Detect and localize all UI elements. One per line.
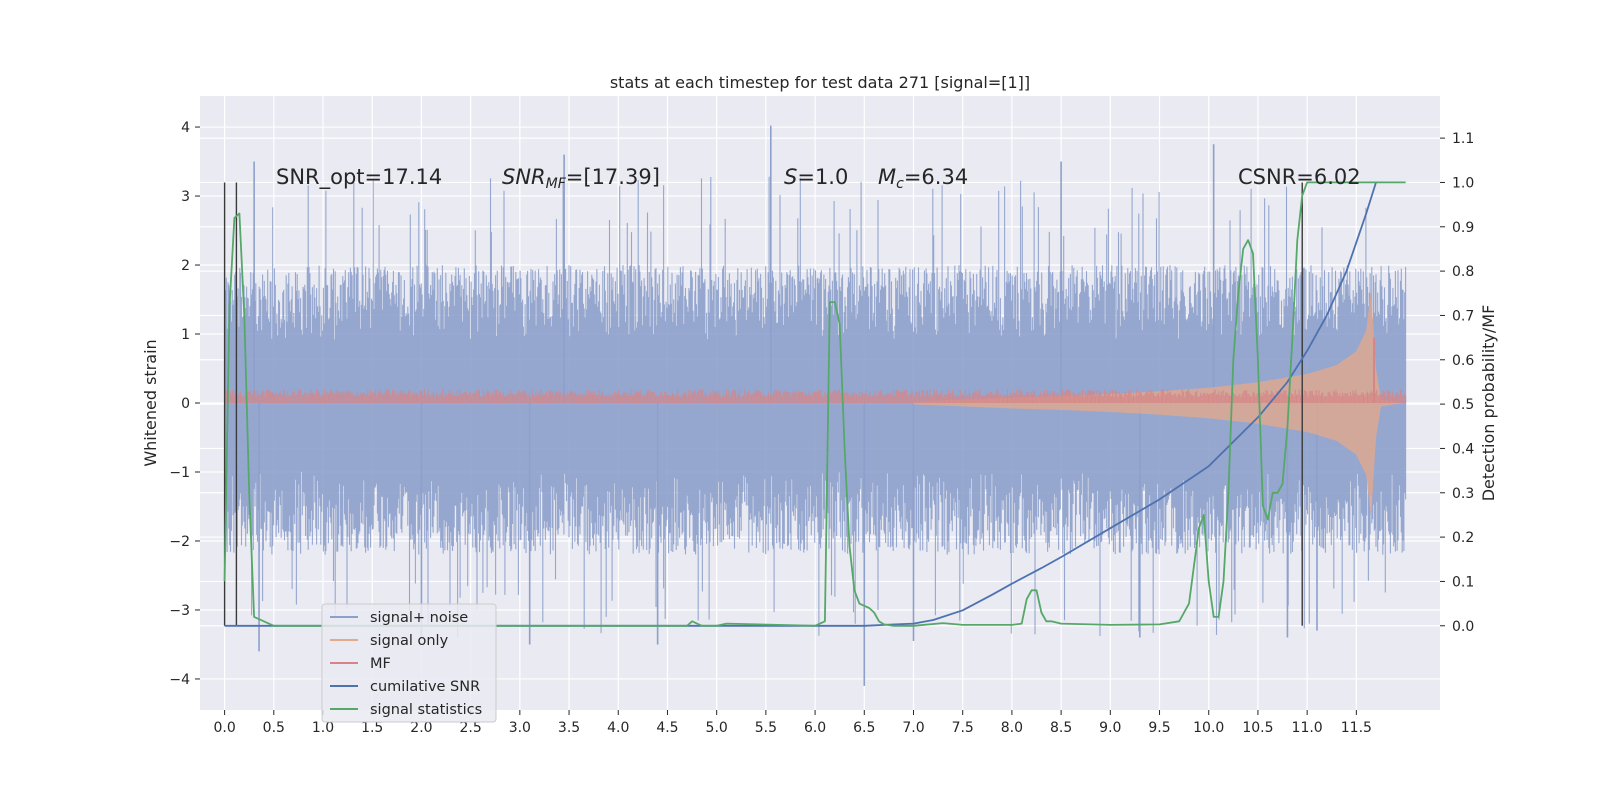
y-tick-label-left: 3 xyxy=(181,189,190,205)
y-tick-label-right: 0.0 xyxy=(1452,619,1474,635)
y-tick-label-right: 0.7 xyxy=(1452,308,1474,324)
y-axis-right: 0.0 0.1 0.2 0.3 0.4 0.5 0.6 0.7 0.8 0.9 1.0 1.1 xyxy=(1440,131,1474,635)
x-tick-label: 7.5 xyxy=(952,720,974,736)
y-tick-label-left: −3 xyxy=(169,603,190,619)
legend-label-mf: MF xyxy=(370,656,391,672)
x-tick-label: 3.5 xyxy=(558,720,580,736)
x-tick-label: 4.0 xyxy=(607,720,629,736)
x-tick-label: 8.5 xyxy=(1050,720,1072,736)
x-tick-label: 6.5 xyxy=(853,720,875,736)
y-tick-label-left: −2 xyxy=(169,534,190,550)
y-axis-left-title: Whitened strain xyxy=(141,339,160,466)
series-signal-statistics xyxy=(223,181,1406,627)
annotation-snr-mf: SNRMF=[17.39] xyxy=(502,165,660,192)
y-tick-label-left: 2 xyxy=(181,258,190,274)
x-tick-label: 1.5 xyxy=(361,720,383,736)
legend: signal+ noise signal only MF cumilative … xyxy=(321,603,497,723)
y-tick-label-right: 0.8 xyxy=(1452,264,1474,280)
y-axis-left: −4 −3 −2 −1 0 1 2 3 4 xyxy=(169,120,200,688)
annotation-csnr: CSNR=6.02 xyxy=(1238,165,1361,189)
y-tick-label-right: 0.6 xyxy=(1452,353,1474,369)
x-tick-label: 2.0 xyxy=(410,720,432,736)
y-tick-label-right: 0.1 xyxy=(1452,574,1474,590)
x-tick-label: 5.5 xyxy=(755,720,777,736)
x-tick-label: 10.5 xyxy=(1242,720,1273,736)
x-tick-label: 1.0 xyxy=(312,720,334,736)
x-tick-label: 9.5 xyxy=(1148,720,1170,736)
x-tick-label: 7.0 xyxy=(902,720,924,736)
x-tick-label: 11.0 xyxy=(1292,720,1323,736)
x-tick-label: 3.0 xyxy=(509,720,531,736)
legend-label-signal-only: signal only xyxy=(370,633,449,649)
x-tick-label: 5.0 xyxy=(706,720,728,736)
y-axis-right-title: Detection probability/MF xyxy=(1479,305,1498,502)
y-tick-label-right: 1.0 xyxy=(1452,175,1474,191)
x-axis: 0.0 0.5 1.0 1.5 2.0 2.5 3.0 3.5 4.0 4.5 5.0 5.5 6.0 6… xyxy=(213,710,1372,736)
plot-layer xyxy=(223,125,1407,686)
x-tick-label: 2.5 xyxy=(460,720,482,736)
x-tick-label: 10.0 xyxy=(1193,720,1224,736)
legend-box xyxy=(321,603,497,723)
legend-label-signal-statistics: signal statistics xyxy=(370,702,482,718)
x-tick-label: 6.0 xyxy=(804,720,826,736)
x-tick-label: 8.0 xyxy=(1001,720,1023,736)
x-tick-label: 0.0 xyxy=(213,720,235,736)
x-tick-label: 0.5 xyxy=(263,720,285,736)
legend-label-signal-noise: signal+ noise xyxy=(370,610,468,626)
x-tick-label: 4.5 xyxy=(656,720,678,736)
chart-title: stats at each timestep for test data 271… xyxy=(610,73,1030,92)
y-tick-label-left: 0 xyxy=(181,396,190,412)
x-tick-label: 11.5 xyxy=(1341,720,1372,736)
y-tick-label-left: 1 xyxy=(181,327,190,343)
x-tick-label: 9.0 xyxy=(1099,720,1121,736)
y-tick-label-right: 0.3 xyxy=(1452,486,1474,502)
y-tick-label-right: 0.2 xyxy=(1452,530,1474,546)
y-tick-label-right: 0.5 xyxy=(1452,397,1474,413)
y-tick-label-right: 1.1 xyxy=(1452,131,1474,147)
y-tick-label-left: 4 xyxy=(181,120,190,136)
legend-label-cumulative-snr: cumilative SNR xyxy=(370,679,480,695)
annotation-snr-opt: SNR_opt=17.14 xyxy=(276,165,442,190)
y-tick-label-left: −1 xyxy=(169,465,190,481)
y-tick-label-right: 0.9 xyxy=(1452,220,1474,236)
series-cumulative-snr xyxy=(224,182,1377,627)
y-tick-label-right: 0.4 xyxy=(1452,441,1474,457)
y-tick-label-left: −4 xyxy=(169,672,190,688)
annotation-s: S=1.0 xyxy=(784,165,848,189)
annotation-mc: Mc=6.34 xyxy=(878,165,968,192)
